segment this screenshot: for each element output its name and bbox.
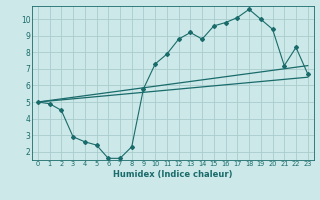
X-axis label: Humidex (Indice chaleur): Humidex (Indice chaleur) (113, 170, 233, 179)
